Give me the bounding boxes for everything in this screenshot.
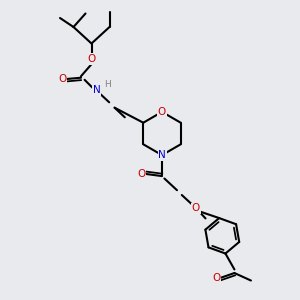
Text: O: O — [87, 54, 96, 64]
Text: O: O — [137, 169, 145, 179]
Text: H: H — [105, 80, 111, 89]
Text: O: O — [58, 74, 66, 84]
Text: O: O — [158, 107, 166, 117]
Text: O: O — [212, 273, 220, 284]
Text: N: N — [93, 85, 101, 95]
Text: O: O — [192, 203, 200, 213]
Text: N: N — [158, 150, 166, 160]
